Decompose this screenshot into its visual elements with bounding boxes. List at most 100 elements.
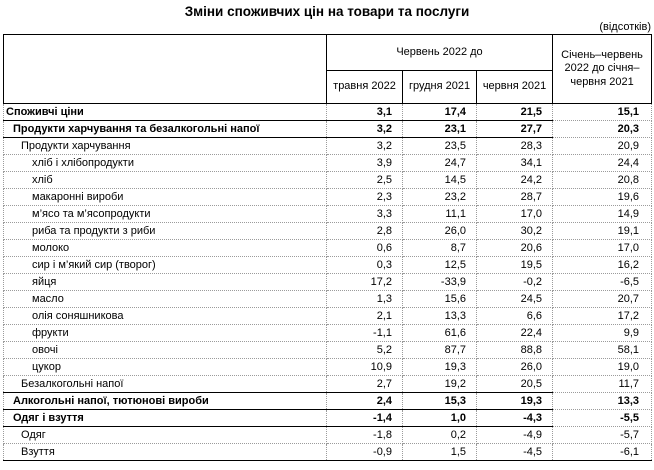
value-cell: 0,2 [402, 426, 477, 444]
value-cell: 19,3 [475, 392, 554, 410]
value-cell: -1,4 [326, 409, 403, 427]
row-label: масло [3, 290, 327, 308]
row-label: олія соняшникова [3, 307, 327, 325]
value-cell: 19,6 [552, 188, 653, 206]
value-cell: -1,8 [326, 426, 403, 444]
row-label: молоко [3, 239, 327, 257]
row-label: Безалкогольні напої [3, 375, 327, 393]
row-label: Продукти харчування [3, 137, 327, 155]
value-cell: 3,3 [326, 205, 403, 223]
value-cell: 87,7 [402, 341, 477, 359]
value-cell: 34,1 [475, 154, 554, 172]
row-label: Одяг [3, 426, 327, 444]
row-label: Алкогольні напої, тютюнові вироби [3, 392, 327, 410]
table-row: м’ясо та м’ясопродукти 3,3 11,1 17,0 14,9 [3, 205, 653, 223]
value-cell: 24,4 [552, 154, 653, 172]
value-cell: 1,5 [402, 443, 477, 461]
value-cell: 14,9 [552, 205, 653, 223]
value-cell: -0,2 [475, 273, 554, 291]
table-row: Продукти харчування та безалкогольні нап… [3, 120, 653, 138]
table-row: Безалкогольні напої 2,7 19,2 20,5 11,7 [3, 375, 653, 393]
table-row: хліб 2,5 14,5 24,2 20,8 [3, 171, 653, 189]
table-row: Одяг і взуття -1,4 1,0 -4,3 -5,5 [3, 409, 653, 427]
value-cell: 24,7 [402, 154, 477, 172]
value-cell: 3,9 [326, 154, 403, 172]
row-label: овочі [3, 341, 327, 359]
row-label: хліб [3, 171, 327, 189]
value-cell: 2,1 [326, 307, 403, 325]
value-cell: 1,3 [326, 290, 403, 308]
row-label: Споживчі ціни [3, 103, 327, 121]
value-cell: 24,2 [475, 171, 554, 189]
row-label: яйця [3, 273, 327, 291]
value-cell: 23,2 [402, 188, 477, 206]
value-cell: 28,7 [475, 188, 554, 206]
value-cell: 19,3 [402, 358, 477, 376]
sub-column-header-jun2021: червня 2021 [475, 70, 554, 104]
table-body: Споживчі ціни 3,1 17,4 21,5 15,1 Продукти хар… [3, 103, 653, 461]
value-cell: 23,5 [402, 137, 477, 155]
unit-note: (відсотків) [599, 21, 651, 33]
value-cell: 17,2 [326, 273, 403, 291]
row-label: Одяг і взуття [3, 409, 327, 427]
value-cell: 19,5 [475, 256, 554, 274]
value-cell: 2,4 [326, 392, 403, 410]
value-cell: 16,2 [552, 256, 653, 274]
table-row: олія соняшникова 2,1 13,3 6,6 17,2 [3, 307, 653, 325]
value-cell: 15,1 [552, 103, 653, 121]
row-label: сир і м’який сир (творог) [3, 256, 327, 274]
value-cell: 9,9 [552, 324, 653, 342]
table-row: Продукти харчування 3,2 23,5 28,3 20,9 [3, 137, 653, 155]
row-label: хліб і хлібопродукти [3, 154, 327, 172]
table-header: Червень 2022 до Січень–червень 2022 до с… [3, 34, 653, 104]
table-row: сир і м’який сир (творог) 0,3 12,5 19,5 16,2 [3, 256, 653, 274]
value-cell: 19,2 [402, 375, 477, 393]
row-label: риба та продукти з риби [3, 222, 327, 240]
value-cell: -1,1 [326, 324, 403, 342]
value-cell: 3,2 [326, 137, 403, 155]
table-row: Споживчі ціни 3,1 17,4 21,5 15,1 [3, 103, 653, 121]
value-cell: 17,0 [552, 239, 653, 257]
value-cell: 19,0 [552, 358, 653, 376]
row-label: Продукти харчування та безалкогольні нап… [3, 120, 327, 138]
value-cell: -4,3 [475, 409, 554, 427]
value-cell: 0,6 [326, 239, 403, 257]
value-cell: 26,0 [402, 222, 477, 240]
table-row: фрукти -1,1 61,6 22,4 9,9 [3, 324, 653, 342]
value-cell: -6,5 [552, 273, 653, 291]
value-cell: 19,1 [552, 222, 653, 240]
header-row-group: Червень 2022 до Січень–червень 2022 до с… [3, 34, 653, 104]
price-table: Червень 2022 до Січень–червень 2022 до с… [3, 34, 653, 461]
value-cell: 20,9 [552, 137, 653, 155]
table-row: масло 1,3 15,6 24,5 20,7 [3, 290, 653, 308]
table-row: макаронні вироби 2,3 23,2 28,7 19,6 [3, 188, 653, 206]
table-row: Алкогольні напої, тютюнові вироби 2,4 15,3… [3, 392, 653, 410]
table-row: молоко 0,6 8,7 20,6 17,0 [3, 239, 653, 257]
value-cell: 1,0 [402, 409, 477, 427]
value-cell: 58,1 [552, 341, 653, 359]
sub-column-header-may2022: травня 2022 [326, 70, 403, 104]
value-cell: -5,7 [552, 426, 653, 444]
value-cell: 21,5 [475, 103, 554, 121]
value-cell: 11,1 [402, 205, 477, 223]
value-cell: 5,2 [326, 341, 403, 359]
value-cell: 0,3 [326, 256, 403, 274]
table-row: риба та продукти з риби 2,8 26,0 30,2 19,1 [3, 222, 653, 240]
value-cell: 26,0 [475, 358, 554, 376]
value-cell: 2,5 [326, 171, 403, 189]
value-cell: 14,5 [402, 171, 477, 189]
value-cell: -5,5 [552, 409, 653, 427]
value-cell: 17,0 [475, 205, 554, 223]
value-cell: 6,6 [475, 307, 554, 325]
value-cell: 30,2 [475, 222, 554, 240]
group-column-header: Червень 2022 до [325, 34, 554, 71]
value-cell: 24,5 [475, 290, 554, 308]
value-cell: 3,2 [326, 120, 403, 138]
value-cell: 27,7 [475, 120, 554, 138]
table-row: хліб і хлібопродукти 3,9 24,7 34,1 24,4 [3, 154, 653, 172]
value-cell: 17,2 [552, 307, 653, 325]
row-label: Взуття [3, 443, 327, 461]
page-title: Зміни споживчих цін на товари та послуги [184, 4, 470, 19]
value-cell: 2,7 [326, 375, 403, 393]
period-column-header: Січень–червень 2022 до січня–червня 2021 [552, 34, 653, 104]
